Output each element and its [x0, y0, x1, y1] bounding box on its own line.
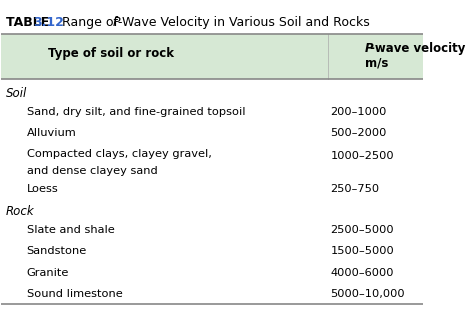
Text: -Wave Velocity in Various Soil and Rocks: -Wave Velocity in Various Soil and Rocks — [118, 16, 370, 29]
Text: m/s: m/s — [365, 57, 388, 70]
Bar — [1, 34, 423, 79]
Text: Rock: Rock — [6, 205, 34, 218]
Text: TABLE: TABLE — [6, 16, 53, 29]
Text: Slate and shale: Slate and shale — [27, 225, 114, 235]
Text: 3.12: 3.12 — [33, 16, 64, 29]
Text: 250–750: 250–750 — [330, 184, 380, 194]
Text: Granite: Granite — [27, 268, 69, 278]
Text: P: P — [365, 42, 374, 55]
Text: Type of soil or rock: Type of soil or rock — [48, 47, 174, 60]
Text: Soil: Soil — [6, 87, 27, 100]
Text: 4000–6000: 4000–6000 — [330, 268, 394, 278]
Text: 200–1000: 200–1000 — [330, 107, 387, 117]
Text: Sandstone: Sandstone — [27, 246, 87, 256]
Text: and dense clayey sand: and dense clayey sand — [27, 166, 157, 176]
Text: Sand, dry silt, and fine-grained topsoil: Sand, dry silt, and fine-grained topsoil — [27, 107, 245, 117]
Text: Range of: Range of — [54, 16, 122, 29]
Text: P: P — [112, 16, 120, 29]
Text: 2500–5000: 2500–5000 — [330, 225, 394, 235]
Text: -wave velocity: -wave velocity — [371, 42, 466, 55]
Text: Compacted clays, clayey gravel,: Compacted clays, clayey gravel, — [27, 149, 211, 159]
Text: Sound limestone: Sound limestone — [27, 289, 122, 299]
Text: Alluvium: Alluvium — [27, 128, 76, 138]
Text: 500–2000: 500–2000 — [330, 128, 387, 138]
Text: 5000–10,000: 5000–10,000 — [330, 289, 405, 299]
Text: 1000–2500: 1000–2500 — [330, 151, 394, 161]
Text: Loess: Loess — [27, 184, 58, 194]
Text: 1500–5000: 1500–5000 — [330, 246, 394, 256]
